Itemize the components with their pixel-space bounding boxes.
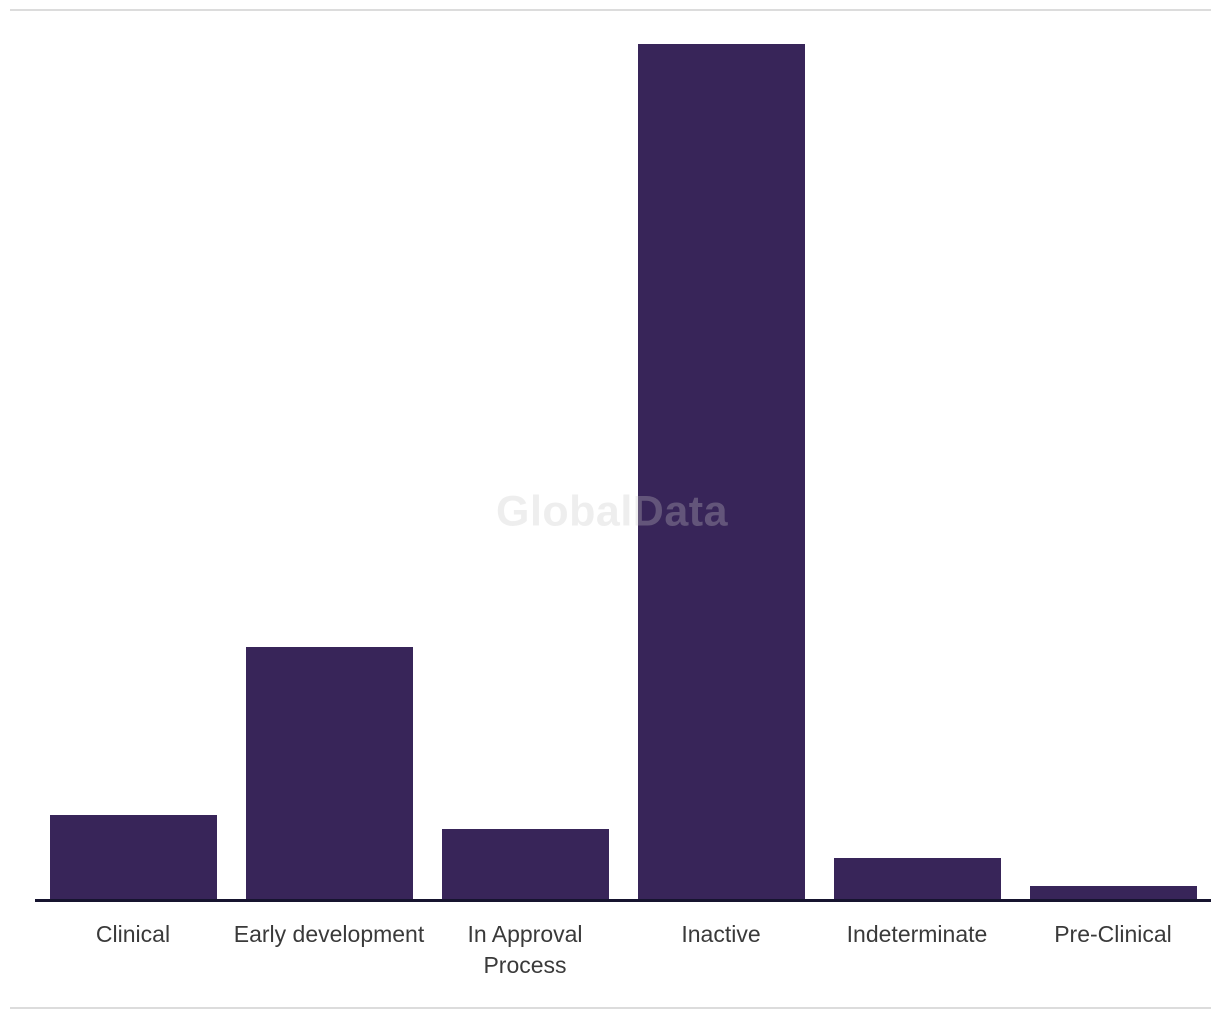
x-axis-label-early-development: Early development (233, 921, 425, 947)
bar-slot (819, 44, 1015, 899)
top-divider (10, 9, 1211, 11)
x-axis-label-pre-clinical: Pre-Clinical (1054, 921, 1172, 947)
bar-chart: Clinical Early development In Approval Pro… (35, 44, 1211, 980)
x-axis-label-indeterminate: Indeterminate (846, 921, 988, 947)
bar-pre-clinical (1029, 886, 1197, 899)
bar-slot (231, 44, 427, 899)
bottom-divider (10, 1007, 1211, 1009)
bar-slot (427, 44, 623, 899)
bar-clinical (49, 815, 217, 899)
x-axis-label-inactive: Inactive (681, 921, 761, 947)
bar-indeterminate (833, 858, 1001, 899)
x-axis-labels: Clinical Early development In Approval Pro… (35, 919, 1211, 980)
bar-slot (623, 44, 819, 899)
x-axis-label-in-approval-process: In Approval Process (467, 921, 583, 978)
bar-slot (1015, 44, 1211, 899)
x-axis-label-clinical: Clinical (95, 921, 171, 947)
bars-container (35, 44, 1211, 899)
bar-in-approval-process (441, 829, 609, 899)
bar-slot (35, 44, 231, 899)
bar-early-development (245, 647, 413, 899)
x-axis-line (35, 899, 1211, 902)
bar-inactive (637, 44, 805, 899)
